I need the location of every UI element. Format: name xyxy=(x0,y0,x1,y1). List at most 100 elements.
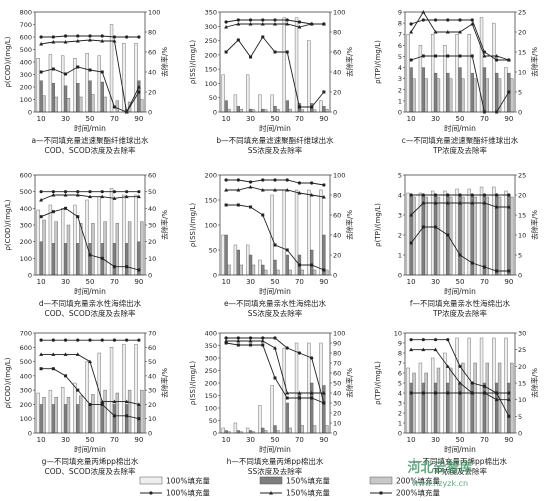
ytick-right-label-g-1: 10 xyxy=(148,415,156,423)
x-axis-title-f: 时间/min xyxy=(444,286,476,296)
ytick-right-label-i-2: 10 xyxy=(518,396,526,404)
point-d-s2-3 xyxy=(76,215,80,219)
point-f-s1-0 xyxy=(409,213,414,217)
point-c-s2-8 xyxy=(507,90,511,94)
ytick-left-label-i-5: 5 xyxy=(398,380,402,388)
bar-c-s2-0 xyxy=(412,78,416,113)
ytick-right-label-d-3: 30 xyxy=(148,222,156,230)
xtick-label-g-6: 70 xyxy=(110,436,119,444)
ytick-left-label-a-1: 100 xyxy=(20,96,32,104)
point-h-s0-4 xyxy=(273,336,277,340)
point-g-s1-8 xyxy=(136,402,141,406)
bar-e-s0-5 xyxy=(282,189,286,276)
point-h-s2-1 xyxy=(236,343,240,347)
xtick-label-a-6: 70 xyxy=(110,115,119,123)
point-g-s1-4 xyxy=(88,359,92,364)
point-i-s2-5 xyxy=(470,391,474,395)
bar-g-s1-5 xyxy=(100,404,104,434)
point-b-s0-1 xyxy=(236,18,240,22)
bar-e-s2-2 xyxy=(251,264,256,276)
chart-panel-i: 0 1 2 3 4 5 6 7 8 9 10 0 5 10 15 20 25 30 10 30 50 70 90 时间/min… xyxy=(374,330,539,477)
bar-a-s0-0 xyxy=(36,58,40,113)
point-a-s0-8 xyxy=(137,35,141,39)
point-i-s0-1 xyxy=(421,338,425,342)
bar-g-s1-4 xyxy=(88,404,92,434)
bar-d-s0-8 xyxy=(134,194,138,276)
legend: 100%填充量 150%填充量 200%填充量 100%填充量 150%填充量 200%填… xyxy=(139,476,440,498)
ytick-left-label-a-3: 300 xyxy=(20,71,32,79)
point-e-s0-2 xyxy=(248,180,253,184)
bar-g-s1-7 xyxy=(125,404,129,434)
legend-bar-swatch-2 xyxy=(369,476,393,485)
bar-c-s1-3 xyxy=(446,72,450,113)
caption-line1-h: h—不同填充量丙烯pp棉出水 xyxy=(227,456,324,466)
y-axis-title-left-h: ρ(SS)/(mg/L) xyxy=(189,361,197,405)
ytick-left-label-g-0: 0 xyxy=(28,430,32,438)
point-g-s1-3 xyxy=(75,352,80,356)
xtick-label-e-4: 50 xyxy=(271,278,280,286)
point-a-s1-3 xyxy=(75,39,80,43)
point-d-s0-8 xyxy=(137,190,141,194)
ytick-right-label-a-0: 0 xyxy=(148,109,152,117)
plot-frame-f xyxy=(404,174,516,276)
caption-line2-i: TP浓度及去除率 xyxy=(432,466,488,476)
ytick-right-label-e-2: 40 xyxy=(333,232,341,240)
bar-g-s1-6 xyxy=(112,404,117,434)
point-c-s0-1 xyxy=(421,18,425,22)
bar-a-s2-5 xyxy=(103,96,107,113)
point-c-s2-3 xyxy=(446,54,450,58)
ytick-left-label-e-3: 150 xyxy=(205,197,217,205)
bar-e-s2-4 xyxy=(276,269,280,276)
ytick-right-label-g-0: 0 xyxy=(148,430,152,438)
bar-d-s1-1 xyxy=(51,243,55,276)
y-axis-title-left-g: ρ(COD)/(mg/L) xyxy=(4,357,12,408)
point-g-s2-5 xyxy=(100,402,104,406)
bar-g-s1-1 xyxy=(51,404,55,434)
point-c-s0-0 xyxy=(409,22,413,26)
bar-b-s1-1 xyxy=(236,106,240,113)
ytick-left-label-f-3: 3 xyxy=(398,212,402,220)
bar-d-s1-0 xyxy=(39,241,43,276)
xtick-label-e-8: 90 xyxy=(319,278,328,286)
bar-g-s1-2 xyxy=(63,404,68,434)
point-i-s2-3 xyxy=(446,391,450,395)
point-b-s0-0 xyxy=(224,20,228,24)
point-i-s1-4 xyxy=(458,381,462,385)
bar-i-s1-3 xyxy=(446,382,450,434)
ytick-right-label-b-3: 60 xyxy=(333,49,341,57)
ytick-left-label-g-7: 700 xyxy=(20,330,32,338)
ytick-left-label-i-1: 1 xyxy=(398,420,402,428)
bar-d-s1-6 xyxy=(112,243,117,276)
ytick-right-label-c-3: 15 xyxy=(518,49,526,57)
bar-i-s1-2 xyxy=(433,382,438,434)
bar-h-s0-2 xyxy=(245,427,250,434)
point-i-s2-1 xyxy=(421,391,425,395)
point-h-s1-7 xyxy=(309,391,314,395)
bar-a-s1-0 xyxy=(39,80,43,113)
ytick-right-label-h-1: 10 xyxy=(333,420,341,428)
caption-line2-e: SS浓度及去除率 xyxy=(248,308,303,318)
xtick-label-c-8: 90 xyxy=(504,115,513,123)
point-d-s0-5 xyxy=(100,190,104,194)
xtick-label-h-2: 30 xyxy=(246,436,255,444)
ytick-left-label-c-8: 8 xyxy=(398,20,402,28)
point-b-s0-3 xyxy=(261,18,265,22)
caption-line1-e: e—不同填充量亲水性海绵出水 xyxy=(224,298,327,308)
ytick-right-label-g-2: 20 xyxy=(148,401,156,409)
ytick-left-label-b-4: 200 xyxy=(205,51,217,59)
bar-i-s1-0 xyxy=(409,382,413,434)
xtick-label-a-0: 10 xyxy=(37,115,46,123)
bar-f-s0-2 xyxy=(430,190,435,276)
ytick-left-label-i-10: 10 xyxy=(394,330,402,338)
ytick-left-label-a-4: 400 xyxy=(20,59,32,67)
y-axis-title-right-d: 去除率/% xyxy=(160,210,169,240)
point-f-s1-4 xyxy=(458,201,462,205)
point-a-s2-1 xyxy=(51,67,55,71)
xtick-label-e-6: 70 xyxy=(295,278,304,286)
chart-panel-g: 0 100 200 300 400 500 600 700 0 10 20 30 40 50 60 70 10 3… xyxy=(4,330,169,477)
point-g-s0-4 xyxy=(88,338,92,342)
y-axis-title-right-h: 去除率/% xyxy=(345,368,354,398)
bar-h-s2-5 xyxy=(288,427,292,434)
point-f-s0-6 xyxy=(482,193,487,197)
